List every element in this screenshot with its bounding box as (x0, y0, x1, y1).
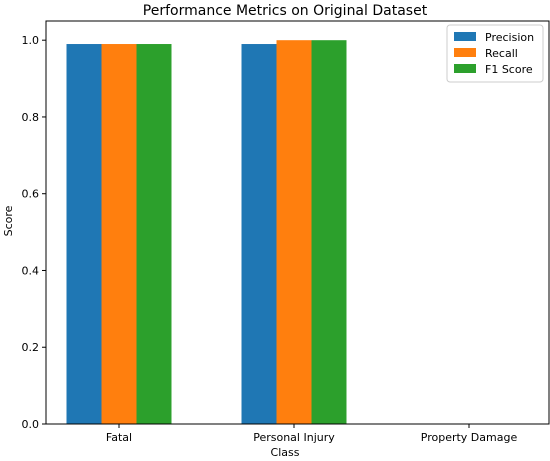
plot-area (45, 20, 550, 425)
bar-f1-score-fatal (136, 44, 172, 425)
y-axis-label: Score (2, 205, 15, 236)
y-tick-label: 0.4 (22, 264, 40, 277)
bar-recall-personal-injury (276, 40, 312, 424)
plot-frame (45, 20, 550, 425)
legend-label: Recall (485, 47, 518, 60)
y-axis-ticks: 0.0 0.2 0.4 0.6 0.8 1.0 (22, 34, 46, 431)
chart-title: Performance Metrics on Original Dataset (143, 3, 428, 19)
legend-swatch (454, 48, 476, 57)
legend-swatch (454, 64, 476, 73)
y-tick-label: 0.0 (22, 418, 40, 431)
x-tick-label: Property Damage (421, 431, 518, 444)
x-tick-label: Personal Injury (253, 431, 335, 444)
bar-recall-fatal (101, 44, 137, 425)
bar-precision-fatal (66, 44, 102, 425)
y-tick-label: 0.6 (22, 188, 40, 201)
x-axis-ticks: Fatal Personal Injury Property Damage (106, 424, 518, 444)
legend-label: F1 Score (485, 63, 533, 76)
legend: Precision Recall F1 Score (446, 24, 544, 83)
x-tick-label: Fatal (106, 431, 132, 444)
x-axis-label: Class (271, 446, 300, 459)
y-tick-label: 0.2 (22, 341, 40, 354)
y-tick-label: 0.8 (22, 111, 40, 124)
bar-f1-score-personal-injury (311, 40, 347, 424)
y-tick-label: 1.0 (22, 34, 40, 47)
legend-label: Precision (485, 31, 534, 44)
legend-swatch (454, 32, 476, 41)
bar-precision-personal-injury (241, 44, 277, 425)
